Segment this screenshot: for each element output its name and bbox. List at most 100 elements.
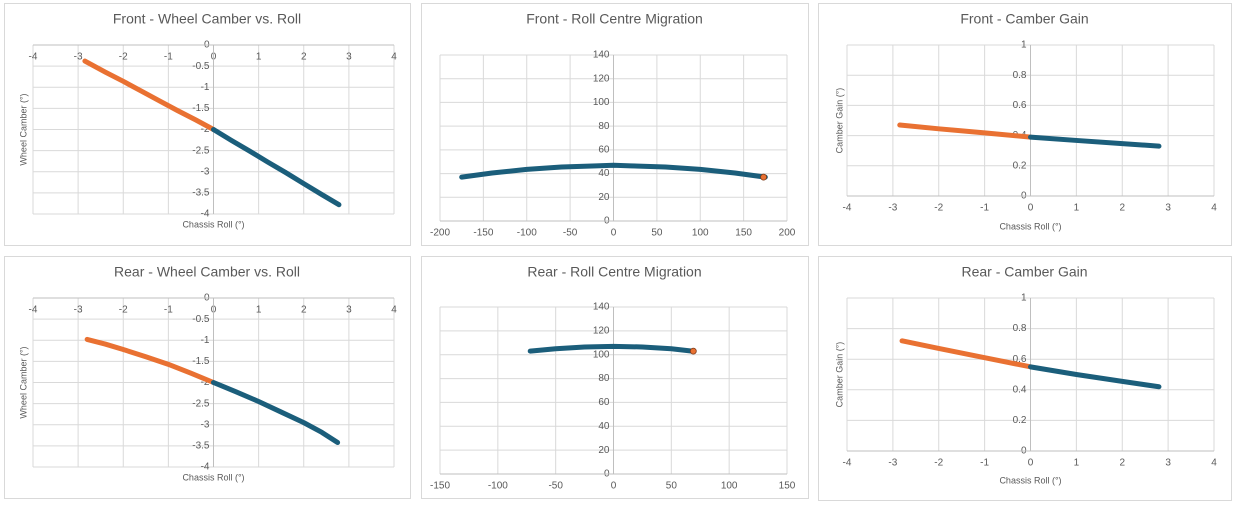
chart-title: Rear - Roll Centre Migration — [527, 264, 701, 280]
y-tick-label: -2.5 — [192, 398, 210, 409]
chart-panel — [818, 3, 1232, 246]
x-tick-label: 4 — [391, 52, 397, 63]
y-tick-label: 40 — [598, 168, 610, 179]
x-tick-label: 200 — [779, 228, 796, 239]
x-tick-label: -150 — [473, 228, 493, 239]
y-tick-label: -1 — [201, 335, 210, 346]
data-line — [527, 343, 695, 354]
y-tick-label: 20 — [598, 192, 610, 203]
x-tick-label: -1 — [980, 458, 989, 469]
y-tick-label: 1 — [1021, 293, 1027, 304]
y-tick-label: 120 — [593, 325, 610, 336]
x-tick-label: -50 — [563, 228, 578, 239]
data-line — [82, 58, 216, 132]
x-tick-label: 1 — [1074, 203, 1080, 214]
chart-title: Rear - Wheel Camber vs. Roll — [114, 264, 300, 280]
data-point — [689, 347, 697, 355]
x-tick-label: 0 — [611, 481, 617, 492]
x-axis-title: Chassis Roll (°) — [999, 475, 1061, 485]
y-tick-label: 0.8 — [1013, 70, 1027, 81]
x-tick-label: -2 — [934, 458, 943, 469]
chart-title: Rear - Camber Gain — [961, 264, 1087, 280]
x-tick-label: 100 — [692, 228, 709, 239]
x-tick-label: -2 — [119, 52, 128, 63]
x-tick-label: 0 — [1028, 458, 1034, 469]
x-axis-title: Chassis Roll (°) — [182, 472, 244, 482]
data-line — [84, 336, 216, 385]
x-tick-label: 2 — [301, 305, 307, 316]
data-line — [459, 162, 768, 180]
y-tick-label: 0.4 — [1013, 384, 1027, 395]
y-tick-label: 0.6 — [1013, 100, 1027, 111]
x-tick-label: 150 — [779, 481, 796, 492]
x-tick-label: -4 — [29, 305, 38, 316]
y-tick-label: 120 — [593, 73, 610, 84]
x-tick-label: -2 — [934, 203, 943, 214]
x-tick-label: 150 — [735, 228, 752, 239]
y-tick-label: -3 — [201, 419, 210, 430]
y-axis-title: Wheel Camber (°) — [18, 346, 28, 418]
x-tick-label: 100 — [721, 481, 738, 492]
y-axis-title: Camber Gain (°) — [834, 88, 844, 154]
y-tick-label: 60 — [598, 144, 610, 155]
y-tick-label: -3.5 — [192, 188, 210, 199]
y-axis-title: Wheel Camber (°) — [18, 93, 28, 165]
chart-title: Front - Roll Centre Migration — [526, 11, 703, 27]
y-tick-label: -2 — [201, 124, 210, 135]
x-tick-label: -4 — [843, 458, 852, 469]
y-tick-label: -3.5 — [192, 441, 210, 452]
y-tick-label: -0.5 — [192, 61, 210, 72]
data-line — [897, 122, 1033, 140]
x-tick-label: -150 — [430, 481, 450, 492]
x-tick-label: -200 — [430, 228, 450, 239]
x-tick-label: 1 — [256, 52, 262, 63]
y-tick-label: 20 — [598, 445, 610, 456]
y-tick-label: -4 — [201, 462, 210, 473]
y-tick-label: 60 — [598, 397, 610, 408]
x-tick-label: -3 — [74, 305, 83, 316]
y-tick-label: 0.8 — [1013, 323, 1027, 334]
x-tick-label: 1 — [256, 305, 262, 316]
data-line — [899, 338, 1033, 370]
x-tick-label: 3 — [1165, 203, 1171, 214]
x-tick-label: 3 — [1165, 458, 1171, 469]
x-tick-label: -4 — [843, 203, 852, 214]
x-tick-label: 3 — [346, 52, 352, 63]
x-tick-label: 4 — [391, 305, 397, 316]
y-tick-label: -1.5 — [192, 103, 210, 114]
x-axis-title: Chassis Roll (°) — [182, 219, 244, 229]
x-tick-label: -3 — [888, 203, 897, 214]
x-tick-label: -4 — [29, 52, 38, 63]
x-tick-label: 4 — [1211, 458, 1217, 469]
y-tick-label: -2 — [201, 377, 210, 388]
y-tick-label: -0.5 — [192, 314, 210, 325]
y-tick-label: 0.2 — [1013, 415, 1027, 426]
x-tick-label: -1 — [164, 305, 173, 316]
chart-panel — [421, 256, 809, 499]
y-tick-label: -4 — [201, 209, 210, 220]
x-tick-label: 2 — [1119, 203, 1125, 214]
y-tick-label: -1.5 — [192, 356, 210, 367]
data-line — [1028, 364, 1162, 390]
x-tick-label: 50 — [651, 228, 663, 239]
x-tick-label: -3 — [888, 458, 897, 469]
x-tick-label: 2 — [1119, 458, 1125, 469]
y-tick-label: 0.2 — [1013, 160, 1027, 171]
chart-panel — [818, 256, 1232, 501]
chart-panel — [421, 3, 809, 246]
chart-title: Front - Camber Gain — [960, 11, 1088, 27]
x-tick-label: 1 — [1074, 458, 1080, 469]
data-line — [211, 127, 342, 208]
x-axis-title: Chassis Roll (°) — [999, 221, 1061, 231]
x-tick-label: 4 — [1211, 203, 1217, 214]
chart-title: Front - Wheel Camber vs. Roll — [113, 11, 301, 27]
y-axis-title: Camber Gain (°) — [834, 342, 844, 408]
y-tick-label: 0.6 — [1013, 354, 1027, 365]
x-tick-label: -50 — [548, 481, 563, 492]
y-tick-label: -3 — [201, 166, 210, 177]
data-line — [211, 380, 341, 445]
x-tick-label: -3 — [74, 52, 83, 63]
data-line — [1028, 134, 1162, 149]
